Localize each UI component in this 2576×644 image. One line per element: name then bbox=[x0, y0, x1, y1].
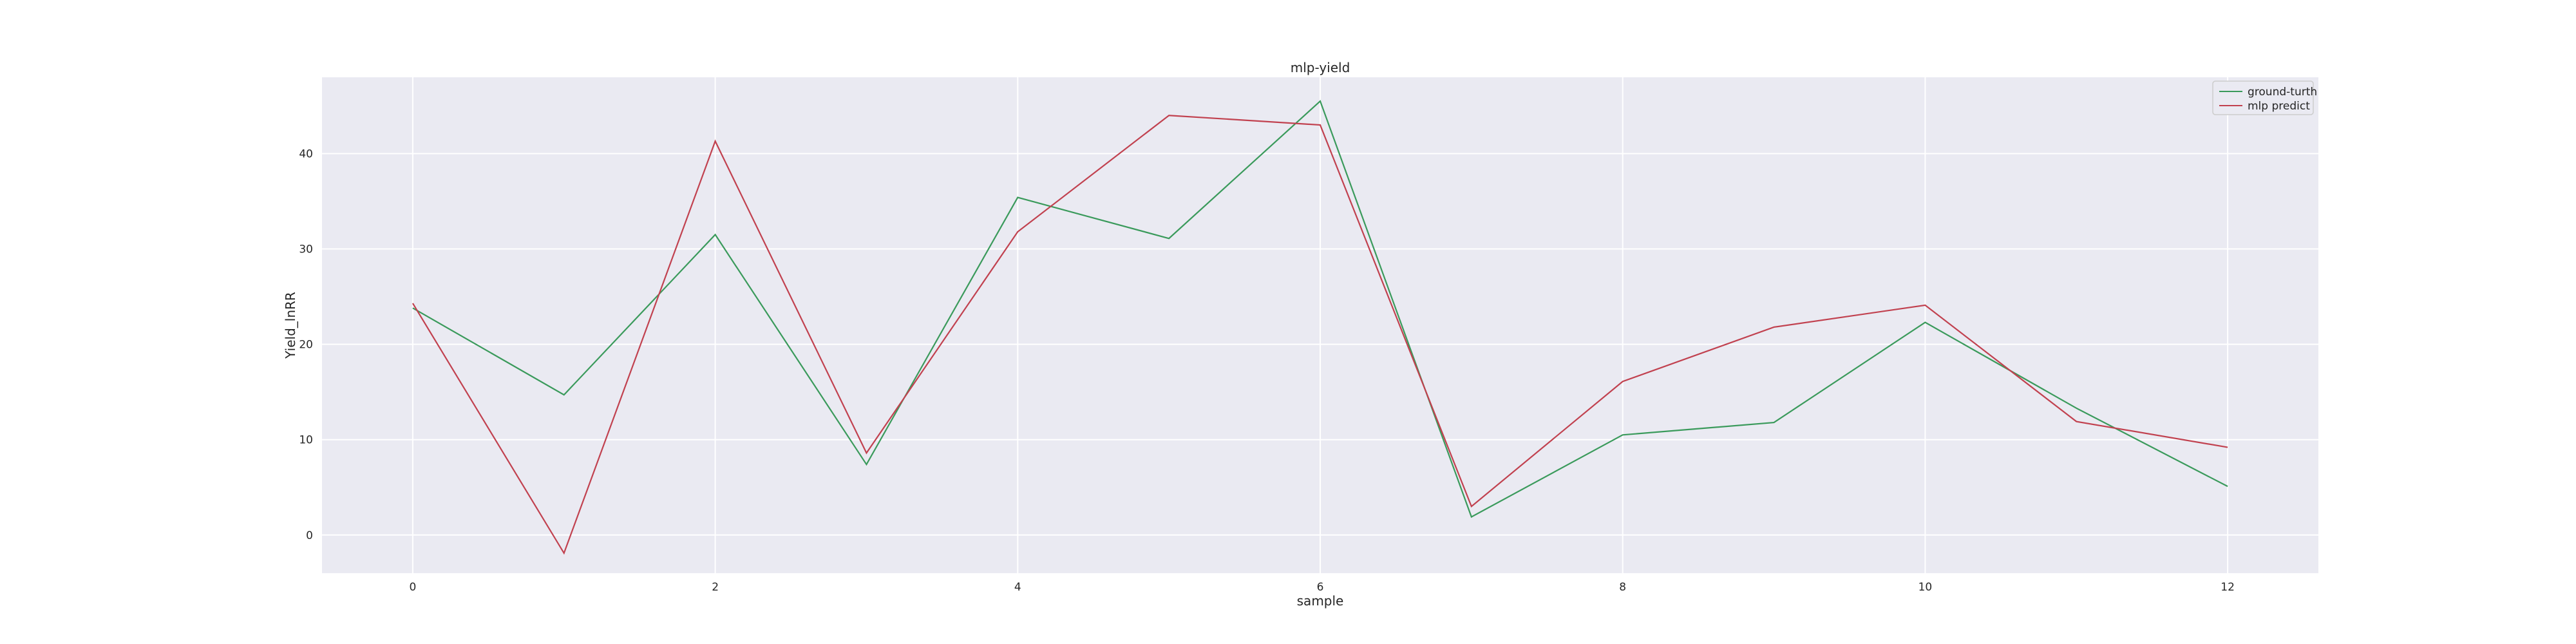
series-line-mlp-predict bbox=[412, 115, 2228, 555]
series-line-ground-truth bbox=[412, 100, 2228, 518]
chart-title: mlp-yield bbox=[1291, 60, 1350, 75]
legend-label-ground-truth: ground-turth bbox=[2248, 86, 2317, 99]
y-tick-label: 40 bbox=[299, 147, 313, 160]
y-tick-label: 30 bbox=[299, 243, 313, 256]
legend: ground-turth mlp predict bbox=[2212, 80, 2317, 115]
grid-lines bbox=[322, 77, 2318, 573]
y-tick-label: 20 bbox=[299, 339, 313, 352]
x-tick-label: 8 bbox=[1619, 581, 1626, 594]
series-lines bbox=[412, 100, 2228, 555]
y-axis-label: Yield_lnRR bbox=[283, 292, 298, 359]
x-tick-label: 0 bbox=[409, 581, 416, 594]
x-tick-label: 6 bbox=[1317, 581, 1324, 594]
y-tick-label: 10 bbox=[299, 434, 313, 447]
y-tick-label: 0 bbox=[306, 529, 313, 542]
x-axis-label: sample bbox=[1297, 593, 1344, 609]
tick-labels: 0 2 4 6 8 10 12 0 10 20 30 40 bbox=[299, 147, 2235, 594]
x-tick-label: 12 bbox=[2221, 581, 2235, 594]
x-tick-label: 2 bbox=[712, 581, 719, 594]
x-tick-label: 10 bbox=[1918, 581, 1933, 594]
x-tick-label: 4 bbox=[1014, 581, 1021, 594]
legend-label-mlp-predict: mlp predict bbox=[2248, 100, 2310, 113]
